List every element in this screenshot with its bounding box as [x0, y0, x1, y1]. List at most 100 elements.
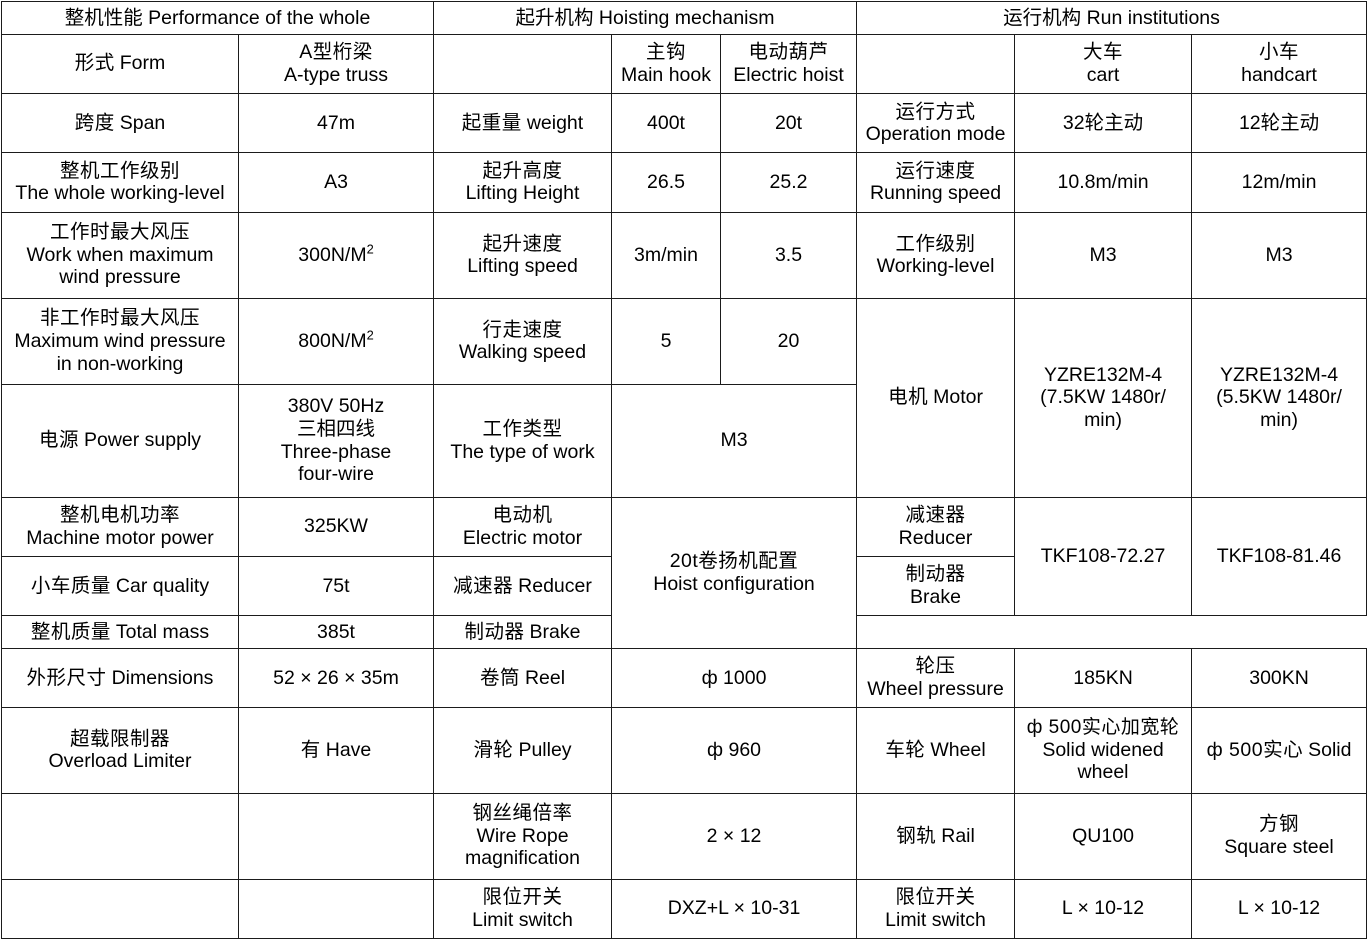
row-label-pulley: 滑轮 Pulley: [433, 707, 612, 794]
empty-cell-left-label-2: [1, 878, 239, 940]
row-label-hoisting-limit-switch-en: Limit switch: [472, 908, 573, 931]
row-label-hoisting-electric-motor-en: Electric motor: [462, 526, 583, 549]
value-hoist-configuration: 20t卷扬机配置 Hoist configuration: [610, 496, 858, 649]
subheader-electric-hoist-en: Electric hoist: [733, 63, 844, 86]
value-lifting-height-electric-hoist: 25.2: [719, 152, 858, 213]
row-label-operation-mode-cn: 运行方式: [895, 100, 976, 123]
table-row: 工作时最大风压 Work when maximum wind pressure …: [1, 211, 1367, 299]
row-label-dimensions-en: Dimensions: [111, 666, 214, 689]
row-label-wire-rope-magnification: 钢丝绳倍率 Wire Rope magnification: [433, 792, 612, 880]
value-wheel-pressure-cart: 185KN: [1014, 647, 1193, 709]
value-rail-handcart: 方钢 Square steel: [1191, 792, 1367, 880]
row-label-running-limit-switch-en: Limit switch: [885, 908, 986, 931]
subheader-handcart-cn: 小车: [1259, 41, 1300, 64]
value-power-supply-line1: 380V 50Hz: [287, 395, 385, 418]
value-operation-mode-cart: 32轮主动: [1014, 92, 1193, 154]
row-label-work-max-wind-pressure: 工作时最大风压 Work when maximum wind pressure: [1, 211, 239, 299]
row-label-wheel: 车轮 Wheel: [856, 707, 1016, 794]
value-lifting-speed-main-hook: 3m/min: [611, 211, 721, 299]
row-label-lifting-height-cn: 起升高度: [482, 159, 563, 182]
row-label-work-max-wind-pressure-en: Work when maximum wind pressure: [26, 243, 214, 289]
row-label-operation-mode: 运行方式 Operation mode: [856, 92, 1016, 154]
row-label-span-cn: 跨度: [74, 111, 115, 134]
value-whole-working-level: A3: [238, 152, 434, 213]
subheader-main-hook-cn: 主钩: [645, 41, 686, 64]
row-label-hoisting-electric-motor-cn: 电动机: [492, 504, 553, 527]
row-label-reel: 卷筒 Reel: [433, 647, 612, 709]
value-overload-limiter: 有 Have: [238, 707, 434, 794]
row-label-power-supply-cn: 电源: [38, 429, 79, 452]
row-label-form-en: Form: [119, 52, 166, 75]
row-label-operation-mode-en: Operation mode: [865, 123, 1006, 146]
value-wheel-handcart-en: Solid: [1308, 739, 1352, 762]
value-motor-handcart: YZRE132M-4 (5.5KW 1480r/ min): [1191, 297, 1367, 498]
table-subheader-row: 形式 Form A型桁梁 A-type truss 主钩 Main hook 电动…: [1, 33, 1367, 94]
row-label-type-of-work: 工作类型 The type of work: [433, 383, 612, 498]
row-label-running-brake-cn: 制动器: [905, 563, 966, 586]
value-form-en: A-type truss: [283, 63, 389, 86]
row-label-car-quality-en: Car quality: [115, 574, 210, 597]
table-row: 整机电机功率 Machine motor power 325KW 电动机 Ele…: [1, 496, 1367, 649]
value-running-speed-cart: 10.8m/min: [1014, 152, 1193, 213]
row-label-machine-motor-power-en: Machine motor power: [26, 526, 214, 549]
row-label-motor-en: Motor: [933, 386, 983, 409]
value-reducer-brake-handcart: TKF108-81.46: [1191, 496, 1367, 617]
subheader-cart: 大车 cart: [1014, 33, 1193, 94]
row-label-wheel-cn: 车轮: [885, 739, 926, 762]
row-label-car-quality-cn: 小车质量: [30, 574, 111, 597]
value-hoist-configuration-cn: 20t卷扬机配置: [669, 550, 799, 573]
value-motor-cart-line1: YZRE132M-4: [1043, 363, 1163, 386]
table-row: 整机质量 Total mass 385t 制动器 Brake: [1, 615, 1367, 649]
value-wire-rope-magnification: 2 × 12: [610, 792, 858, 880]
value-lifting-speed-electric-hoist: 3.5: [719, 211, 858, 299]
row-label-hoisting-reducer-en: Reducer: [518, 574, 592, 597]
value-motor-handcart-line2: (5.5KW 1480r/: [1216, 386, 1342, 409]
row-label-power-supply-en: Power supply: [83, 429, 202, 452]
value-running-limit-switch-handcart: L × 10-12: [1191, 878, 1367, 940]
value-work-wind-base: 300N/M: [298, 243, 367, 266]
value-motor-cart-line2: (7.5KW 1480r/: [1040, 386, 1166, 409]
row-label-total-mass: 整机质量 Total mass: [1, 615, 239, 649]
value-weight-main-hook: 400t: [611, 92, 721, 154]
row-label-rail-cn: 钢轨: [896, 824, 937, 847]
row-label-working-level-cn: 工作级别: [895, 232, 976, 255]
row-label-wheel-en: Wheel: [930, 739, 986, 762]
row-label-running-limit-switch-cn: 限位开关: [895, 886, 976, 909]
row-label-running-reducer-en: Reducer: [898, 526, 973, 549]
value-motor-handcart-line3: min): [1260, 408, 1298, 431]
value-wheel-cart-cn: ф 500实心加宽轮: [1026, 716, 1180, 738]
subheader-electric-hoist: 电动葫芦 Electric hoist: [719, 33, 858, 94]
row-label-running-speed: 运行速度 Running speed: [856, 152, 1016, 213]
value-span: 47m: [238, 92, 434, 154]
value-weight-electric-hoist: 20t: [719, 92, 858, 154]
value-pulley: ф 960: [610, 707, 858, 794]
row-label-pulley-en: Pulley: [518, 739, 572, 762]
value-nonworking-wind-base: 800N/M: [298, 329, 367, 352]
value-wheel-handcart-cn: ф 500实心: [1206, 739, 1304, 762]
row-label-running-brake: 制动器 Brake: [856, 555, 1016, 617]
row-label-reel-cn: 卷筒: [479, 666, 520, 689]
row-label-reel-en: Reel: [524, 666, 566, 689]
value-operation-mode-handcart: 12轮主动: [1191, 92, 1367, 154]
value-form: A型桁梁 A-type truss: [238, 33, 434, 94]
value-overload-limiter-en: Have: [325, 739, 372, 762]
value-motor-handcart-line1: YZRE132M-4: [1219, 363, 1339, 386]
value-nonworking-wind-superscript: 2: [366, 327, 374, 343]
spacer-running-label: [856, 33, 1016, 94]
row-label-rail: 钢轨 Rail: [856, 792, 1016, 880]
subheader-handcart-en: handcart: [1241, 63, 1317, 86]
value-hoisting-limit-switch: DXZ+L × 10-31: [610, 878, 858, 940]
value-power-supply-line2: 三相四线: [296, 418, 375, 441]
row-label-work-max-wind-pressure-cn: 工作时最大风压: [49, 221, 190, 244]
row-label-walking-speed-en: Walking speed: [458, 341, 587, 364]
value-rail-handcart-cn: 方钢: [1259, 813, 1300, 836]
row-label-machine-motor-power-cn: 整机电机功率: [59, 504, 180, 527]
row-label-total-mass-cn: 整机质量: [30, 620, 111, 643]
row-label-lifting-speed: 起升速度 Lifting speed: [433, 211, 612, 299]
row-label-walking-speed-cn: 行走速度: [482, 318, 563, 341]
table-row: 跨度 Span 47m 起重量 weight 400t 20t 运行方式 Opera…: [1, 92, 1367, 154]
row-label-span-en: Span: [119, 111, 166, 134]
row-label-whole-working-level: 整机工作级别 The whole working-level: [1, 152, 239, 213]
